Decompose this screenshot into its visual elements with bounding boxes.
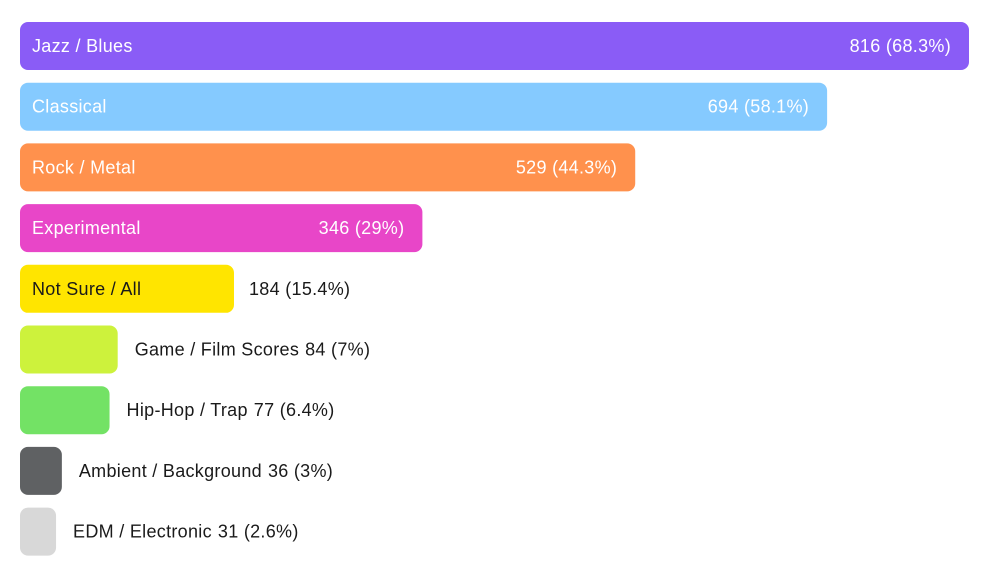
- value-label-rock-metal: 529 (44.3%): [516, 157, 617, 177]
- category-label-experimental: Experimental: [32, 218, 141, 238]
- bar-game-film-scores: [20, 325, 118, 374]
- category-label-edm-electronic: EDM / Electronic: [73, 522, 212, 542]
- category-label-rock-metal: Rock / Metal: [32, 157, 136, 177]
- value-label-edm-electronic: 31 (2.6%): [218, 522, 299, 542]
- value-label-ambient-background: 36 (3%): [268, 461, 333, 481]
- value-label-game-film-scores: 84 (7%): [305, 340, 370, 360]
- category-label-ambient-background: Ambient / Background: [79, 461, 262, 481]
- bar-jazz-blues: [20, 22, 969, 70]
- bar-ambient-background: [20, 446, 62, 495]
- bar-rock-metal: [20, 143, 636, 192]
- bar-edm-electronic: [20, 507, 57, 556]
- bar-not-sure-all: [20, 264, 234, 313]
- value-label-experimental: 346 (29%): [319, 218, 405, 238]
- bar-hip-hop-trap: [20, 386, 110, 435]
- category-label-game-film-scores: Game / Film Scores: [135, 340, 299, 360]
- category-label-not-sure-all: Not Sure / All: [32, 279, 141, 299]
- bar-classical: [20, 82, 828, 131]
- value-label-not-sure-all: 184 (15.4%): [249, 279, 350, 299]
- value-label-classical: 694 (58.1%): [708, 97, 809, 117]
- value-label-hip-hop-trap: 77 (6.4%): [254, 400, 335, 420]
- category-label-jazz-blues: Jazz / Blues: [32, 36, 133, 56]
- value-label-jazz-blues: 816 (68.3%): [850, 36, 951, 56]
- category-label-hip-hop-trap: Hip-Hop / Trap: [127, 400, 248, 420]
- bar-experimental: [20, 204, 423, 253]
- category-label-classical: Classical: [32, 97, 107, 117]
